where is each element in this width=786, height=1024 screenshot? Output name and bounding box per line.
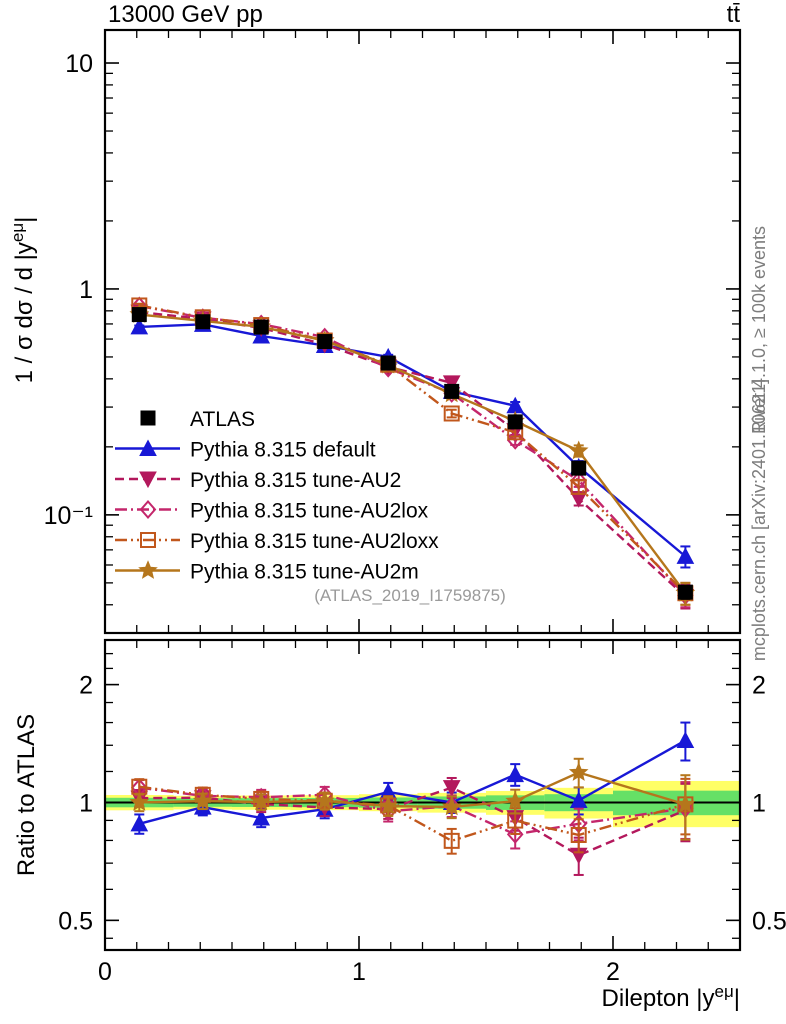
ratio-x-axis: 0 1 2: [98, 640, 741, 986]
marker-star: [138, 560, 158, 579]
marker-square-filled: [253, 319, 269, 335]
legend-label-1: Pythia 8.315 default: [190, 439, 376, 462]
main-data: [129, 296, 696, 610]
ratio-y-tick-label: 2: [79, 672, 93, 700]
marker-square-filled: [380, 355, 396, 371]
marker-diamond-open: [139, 499, 157, 520]
marker-star: [378, 795, 399, 815]
marker-square-filled: [131, 307, 147, 323]
ratio-y-tick-label: 0.5: [58, 907, 93, 935]
marker-square-filled: [195, 314, 211, 330]
dataset-watermark: (ATLAS_2019_I1759875): [314, 586, 506, 605]
marker-diamond-open: [506, 824, 524, 844]
x-tick-label: 1: [352, 958, 366, 986]
marker-square-open: [443, 405, 460, 422]
main-panel: 10 1 10⁻¹ (ATLAS_2019_I1759875) ATLAS Pythia …: [44, 28, 742, 828]
x-axis-title: Dilepton |yeμ|: [602, 982, 740, 1013]
header-collider-energy: 13000 GeV pp: [108, 1, 263, 28]
marker-star: [568, 762, 589, 781]
ratio-y-tick-label-right: 2: [752, 672, 766, 700]
header-row: 13000 GeV pp tt̄: [108, 1, 740, 28]
x-tick-label: 2: [606, 958, 620, 986]
ratio-y-tick-label: 1: [79, 789, 93, 817]
side-label-mcplots: mcplots.cern.ch [arXiv:2401.10621]: [749, 379, 769, 661]
marker-star: [251, 791, 272, 811]
ratio-y-axis-title: Ratio to ATLAS: [13, 714, 40, 876]
marker-triangle-up: [252, 808, 271, 826]
marker-star: [675, 794, 696, 813]
marker-triangle-down: [442, 375, 461, 392]
legend-label-4: Pythia 8.315 tune-AU2loxx: [190, 530, 439, 553]
ratio-y-axis: 2 2 1 1 0.5 0.5: [58, 652, 786, 939]
y-tick-label: 10⁻¹: [44, 502, 93, 530]
side-labels: Rivet 4.1.0, ≥ 100k eventsmcplots.cern.c…: [749, 226, 769, 661]
marker-square-filled: [507, 414, 523, 430]
ratio-y-tick-label-right: 0.5: [752, 907, 786, 935]
marker-triangle-up: [139, 439, 157, 456]
marker-star: [314, 790, 335, 810]
marker-square-open: [443, 832, 460, 849]
marker-square-filled: [677, 584, 693, 600]
main-x-ticks: [104, 30, 741, 633]
y-tick-label: 10: [65, 50, 93, 78]
marker-square-open: [140, 532, 156, 548]
x-tick-label: 0: [98, 958, 112, 986]
marker-triangle-up: [130, 814, 149, 832]
main-y-axis: 10 1 10⁻¹: [44, 50, 740, 634]
marker-star: [129, 792, 150, 811]
side-label-rivet: Rivet 4.1.0, ≥ 100k events: [749, 226, 769, 434]
legend-label-2: Pythia 8.315 tune-AU2: [190, 469, 401, 492]
marker-star: [441, 796, 462, 816]
y-tick-label: 1: [79, 276, 93, 304]
ratio-data: [129, 721, 696, 876]
series-line: [139, 786, 686, 857]
header-process: tt̄: [727, 1, 741, 28]
marker-square-filled: [317, 334, 333, 350]
marker-square-open: [570, 826, 587, 843]
series-pythia-8-315-default: [130, 721, 695, 835]
marker-square-filled: [444, 383, 460, 399]
marker-triangle-up: [676, 547, 695, 564]
marker-square-open: [570, 478, 587, 495]
y-axis-title: 1 / σ dσ / d |yeμ|: [8, 217, 39, 384]
legend-label-5: Pythia 8.315 tune-AU2m: [190, 561, 419, 584]
marker-triangle-up: [676, 731, 695, 748]
legend: ATLAS Pythia 8.315 default Pythia 8.315 tu…: [115, 408, 439, 584]
legend-label-0: ATLAS: [190, 408, 255, 431]
marker-triangle-up: [569, 791, 588, 808]
marker-triangle-down: [442, 780, 461, 797]
series-atlas: [131, 307, 693, 600]
marker-triangle-up: [506, 765, 525, 783]
marker-triangle-down: [139, 471, 157, 489]
marker-star: [505, 790, 526, 810]
marker-triangle-up: [130, 317, 149, 335]
legend-label-3: Pythia 8.315 tune-AU2lox: [190, 500, 429, 523]
ratio-y-tick-label-right: 1: [752, 789, 766, 817]
marker-star: [568, 440, 589, 460]
marker-star: [192, 790, 213, 810]
series-pythia-8-315-tune-au2m: [129, 757, 696, 841]
marker-square-filled: [571, 460, 587, 476]
marker-square-filled: [140, 410, 156, 426]
